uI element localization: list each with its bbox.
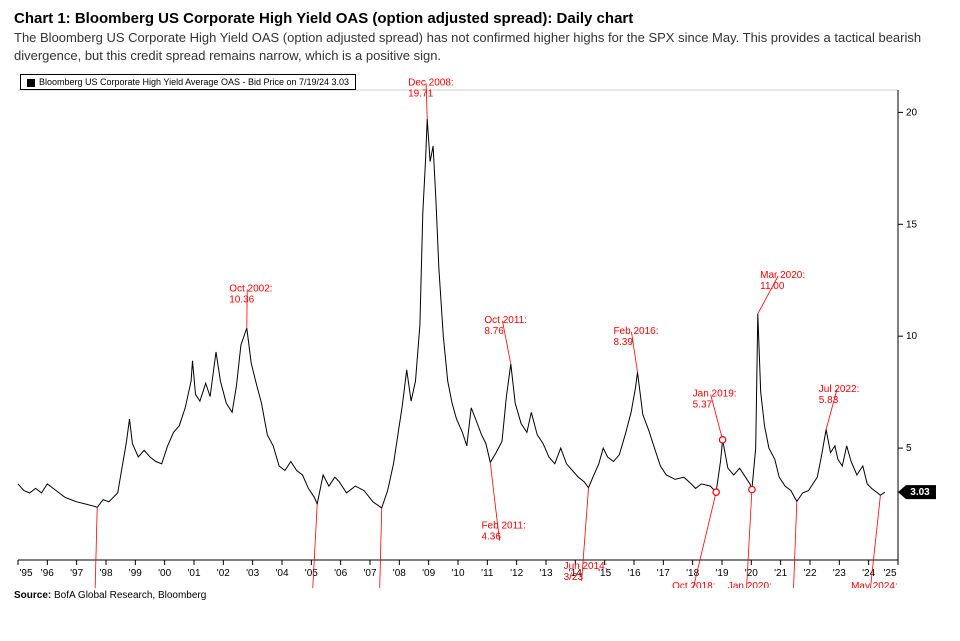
- svg-text:Feb 2011:: Feb 2011:: [481, 521, 525, 532]
- svg-text:11.00: 11.00: [760, 281, 785, 292]
- svg-text:'11: '11: [481, 568, 494, 579]
- svg-text:Oct 2002:: Oct 2002:: [229, 284, 272, 295]
- svg-text:'24: '24: [862, 568, 875, 579]
- svg-text:'08: '08: [393, 568, 406, 579]
- svg-text:'22: '22: [803, 568, 816, 579]
- svg-text:'07: '07: [363, 568, 376, 579]
- chart-title: Chart 1: Bloomberg US Corporate High Yie…: [14, 10, 946, 27]
- svg-text:3/23: 3/23: [564, 572, 584, 583]
- svg-text:'16: '16: [627, 568, 640, 579]
- svg-text:10: 10: [906, 331, 918, 342]
- svg-text:4.36: 4.36: [481, 532, 501, 543]
- svg-text:Jun 2014:: Jun 2014:: [564, 561, 608, 572]
- svg-text:'05: '05: [305, 568, 318, 579]
- svg-text:'01: '01: [187, 568, 200, 579]
- svg-text:'98: '98: [99, 568, 112, 579]
- svg-text:'21: '21: [774, 568, 787, 579]
- svg-text:'95: '95: [19, 568, 32, 579]
- svg-text:'00: '00: [158, 568, 171, 579]
- svg-text:'02: '02: [217, 568, 230, 579]
- chart-subtitle: The Bloomberg US Corporate High Yield OA…: [14, 29, 946, 64]
- svg-text:'17: '17: [657, 568, 670, 579]
- svg-text:'03: '03: [246, 568, 259, 579]
- svg-text:Oct 2018:: Oct 2018:: [672, 581, 715, 588]
- svg-text:3.03: 3.03: [910, 487, 930, 498]
- chart-svg: 5 10 15 20 '95 '96 '97 '98 '99 '00 '01 '02 '03 '04 '05…: [14, 70, 946, 588]
- svg-text:8.39: 8.39: [613, 337, 633, 348]
- svg-text:5.37: 5.37: [693, 400, 713, 411]
- svg-text:Jul 2022:: Jul 2022:: [819, 384, 860, 395]
- svg-text:'25: '25: [883, 568, 896, 579]
- chart-container: Bloomberg US Corporate High Yield Averag…: [14, 70, 946, 588]
- legend-box: Bloomberg US Corporate High Yield Averag…: [20, 74, 356, 90]
- svg-text:8.76: 8.76: [484, 326, 504, 337]
- svg-text:20: 20: [906, 107, 918, 118]
- svg-text:19.71: 19.71: [408, 89, 433, 100]
- svg-text:'04: '04: [275, 568, 288, 579]
- svg-text:'97: '97: [70, 568, 83, 579]
- svg-text:'99: '99: [129, 568, 142, 579]
- svg-text:'23: '23: [833, 568, 846, 579]
- svg-text:5.83: 5.83: [819, 395, 839, 406]
- svg-text:Oct 2011:: Oct 2011:: [484, 315, 527, 326]
- svg-text:Jan 2019:: Jan 2019:: [693, 389, 737, 400]
- svg-text:Dec 2008:: Dec 2008:: [408, 78, 454, 89]
- svg-text:10.36: 10.36: [229, 295, 254, 306]
- svg-text:'19: '19: [715, 568, 728, 579]
- svg-text:15: 15: [906, 219, 918, 230]
- chart-source: Source: BofA Global Research, Bloomberg: [14, 590, 946, 601]
- svg-text:Jan 2020:: Jan 2020:: [728, 581, 772, 588]
- svg-text:'10: '10: [451, 568, 464, 579]
- svg-text:Feb 2016:: Feb 2016:: [613, 326, 658, 337]
- legend-swatch: [27, 79, 35, 87]
- svg-text:'96: '96: [41, 568, 54, 579]
- svg-text:'12: '12: [510, 568, 523, 579]
- svg-text:'13: '13: [539, 568, 552, 579]
- svg-text:'06: '06: [334, 568, 347, 579]
- legend-text: Bloomberg US Corporate High Yield Averag…: [39, 77, 349, 87]
- svg-text:5: 5: [906, 443, 912, 454]
- svg-text:May 2024:: May 2024:: [851, 581, 898, 588]
- svg-text:'09: '09: [422, 568, 435, 579]
- svg-text:Mar 2020:: Mar 2020:: [760, 270, 805, 281]
